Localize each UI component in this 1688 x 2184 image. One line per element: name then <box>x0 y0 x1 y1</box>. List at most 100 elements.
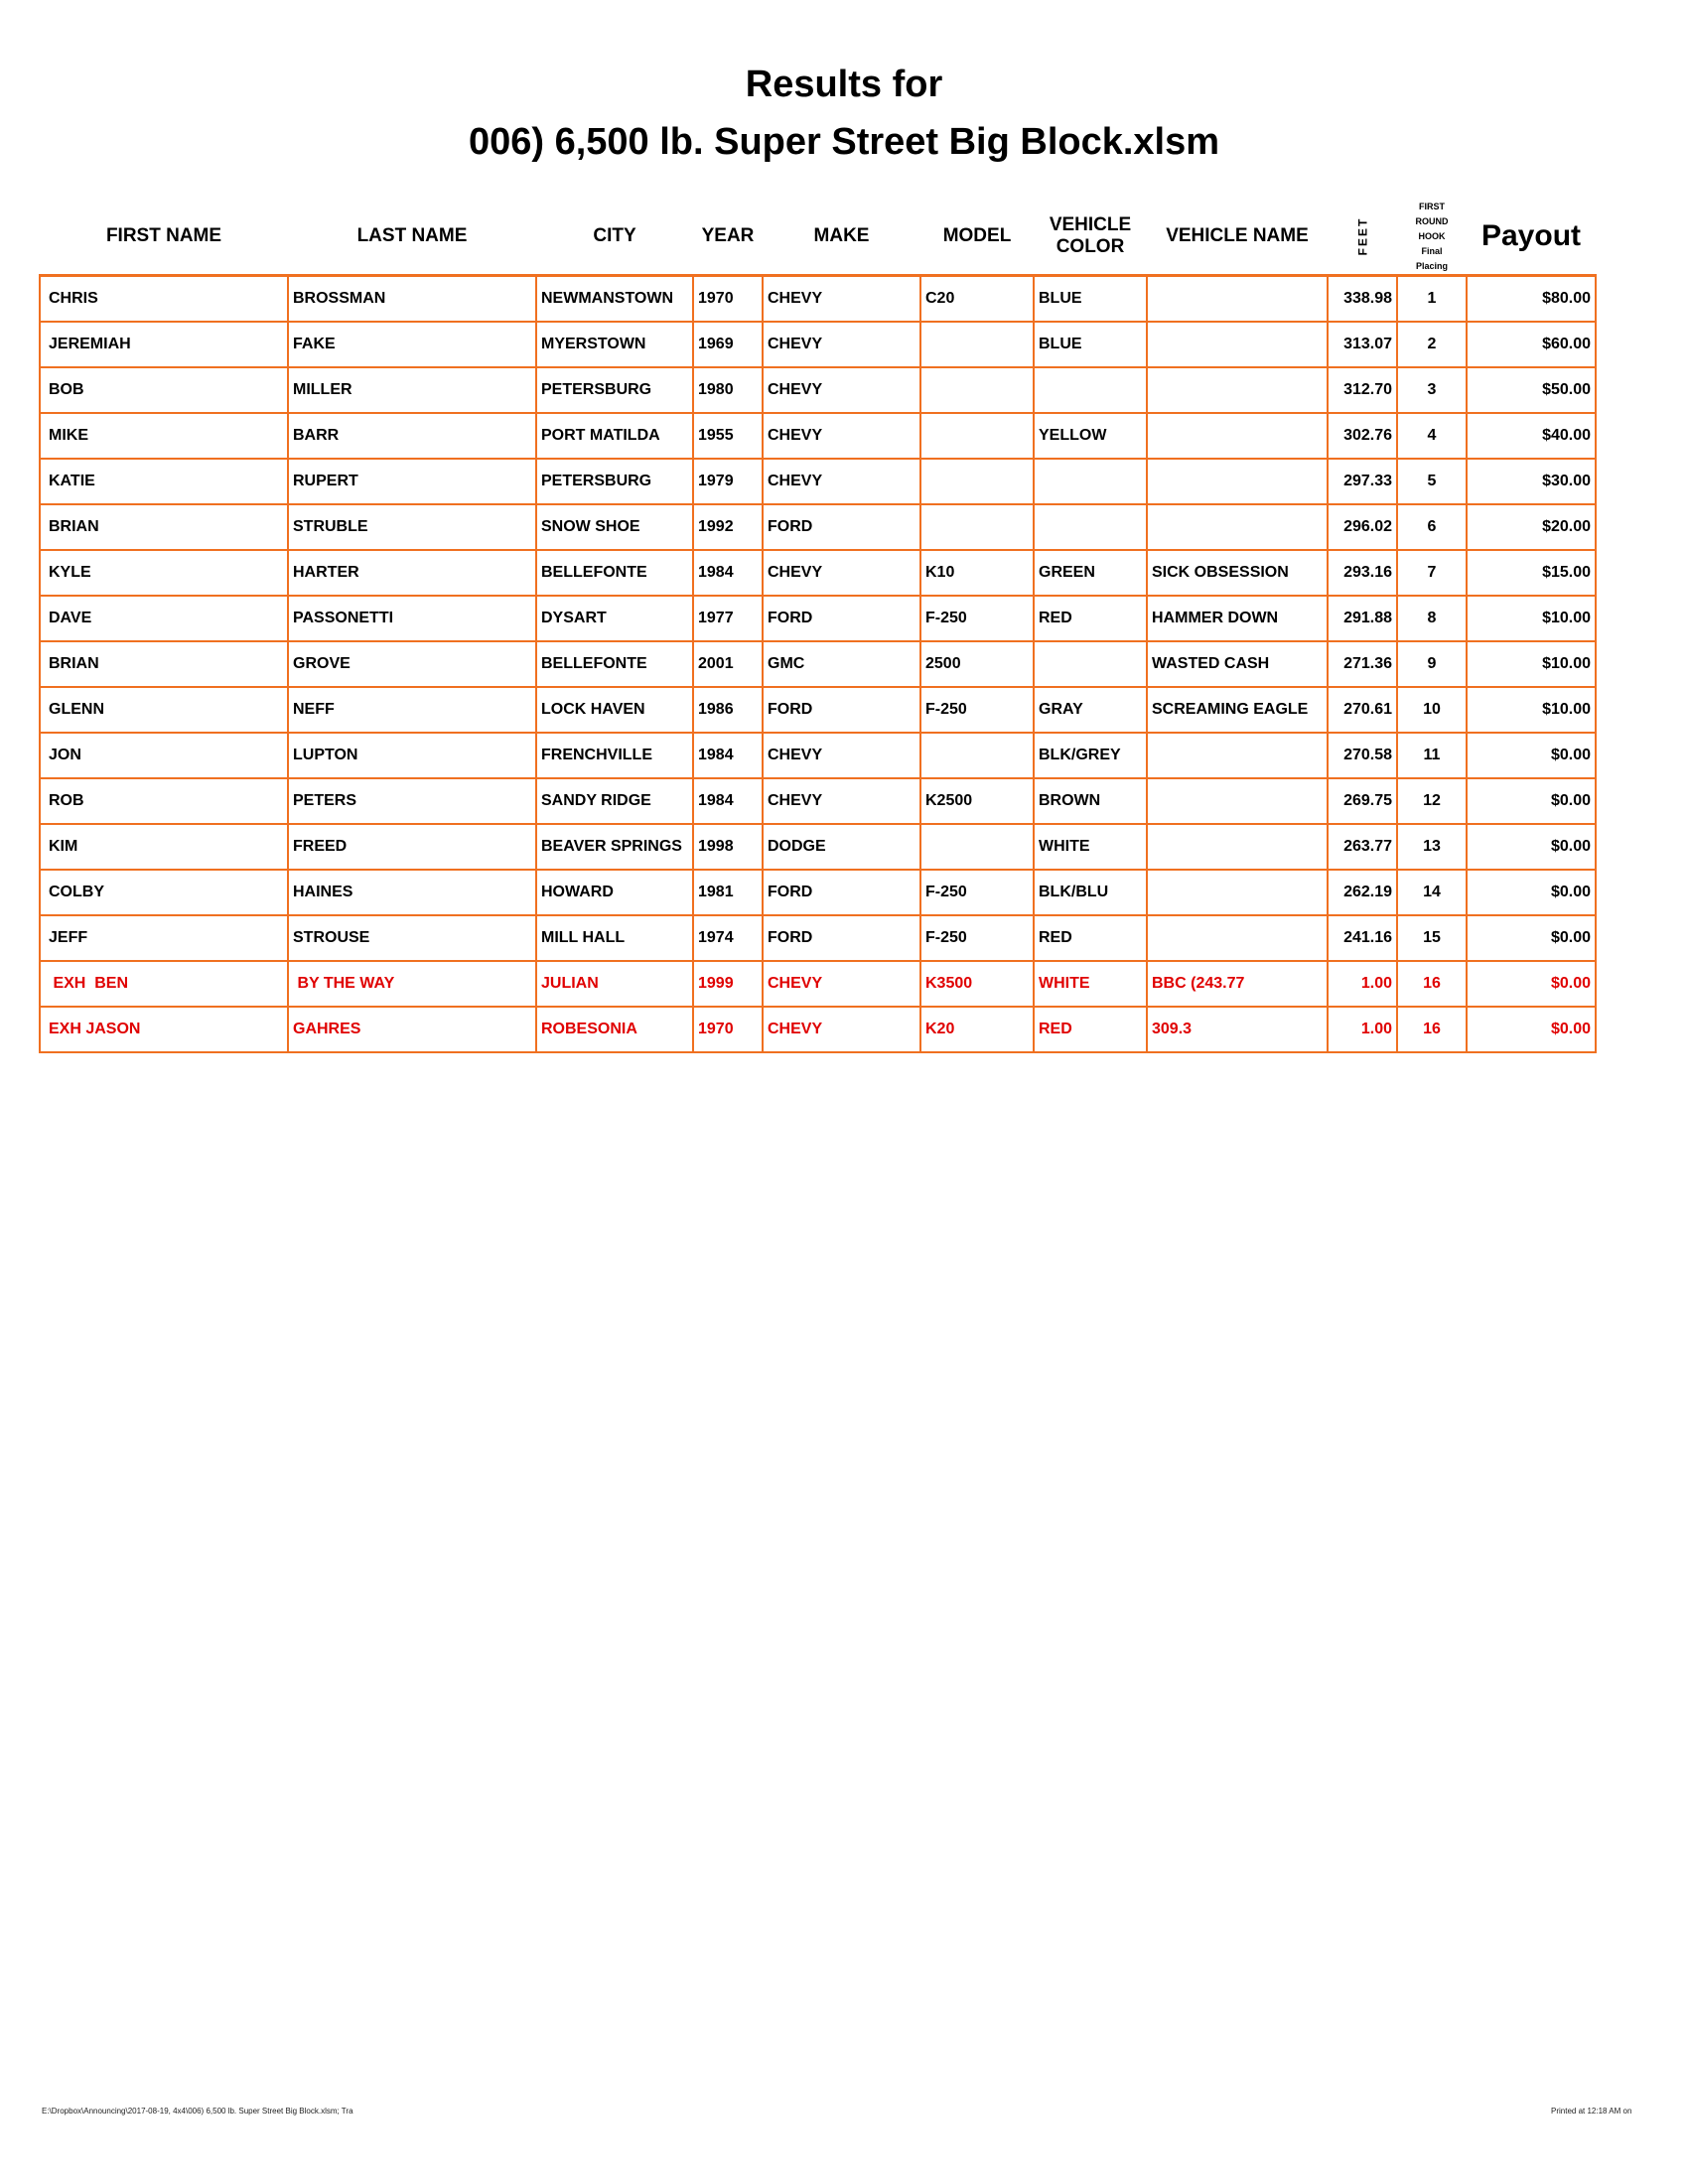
cell-vehicle-name <box>1146 321 1329 368</box>
header-payout: Payout <box>1467 199 1596 277</box>
table-row: BOB MILLER PETERSBURG 1980 CHEVY 312.70 3 $50.0… <box>39 366 1597 414</box>
table-row: JEREMIAH FAKE MYERSTOWN 1969 CHEVY BLUE 313.07… <box>39 321 1597 368</box>
cell-model: F-250 <box>919 686 1035 734</box>
header-first-name: FIRST NAME <box>40 199 288 277</box>
cell-vehicle-name <box>1146 366 1329 414</box>
cell-first-name: JON <box>39 732 289 779</box>
cell-make: CHEVY <box>762 412 921 460</box>
cell-vehicle-name: SICK OBSESSION <box>1146 549 1329 597</box>
cell-first-name: EXH BEN <box>39 960 289 1008</box>
header-row: FIRST NAME LAST NAME CITY YEAR MAKE MODE… <box>40 199 1596 277</box>
header-placing: FIRST ROUND HOOK Final Placing <box>1397 199 1467 277</box>
header-city: CITY <box>536 199 693 277</box>
cell-year: 1955 <box>692 412 764 460</box>
cell-model: K3500 <box>919 960 1035 1008</box>
cell-last-name: PASSONETTI <box>287 595 537 642</box>
cell-make: CHEVY <box>762 366 921 414</box>
cell-vehicle-color <box>1033 458 1148 505</box>
cell-year: 1977 <box>692 595 764 642</box>
header-feet-label: FEET <box>1354 216 1369 256</box>
cell-first-name: ROB <box>39 777 289 825</box>
cell-feet: 270.61 <box>1327 686 1398 734</box>
cell-last-name: GAHRES <box>287 1006 537 1053</box>
cell-feet: 263.77 <box>1327 823 1398 871</box>
cell-payout: $40.00 <box>1466 412 1597 460</box>
cell-year: 1984 <box>692 777 764 825</box>
cell-first-name: BRIAN <box>39 640 289 688</box>
cell-feet: 271.36 <box>1327 640 1398 688</box>
cell-year: 1980 <box>692 366 764 414</box>
cell-city: JULIAN <box>535 960 694 1008</box>
cell-placing: 7 <box>1396 549 1468 597</box>
cell-payout: $80.00 <box>1466 274 1597 323</box>
cell-vehicle-name: SCREAMING EAGLE <box>1146 686 1329 734</box>
cell-last-name: HAINES <box>287 869 537 916</box>
placing-line: HOOK <box>1418 230 1446 241</box>
table-row: BRIAN STRUBLE SNOW SHOE 1992 FORD 296.02 6 $20.… <box>39 503 1597 551</box>
cell-first-name: JEREMIAH <box>39 321 289 368</box>
cell-city: SNOW SHOE <box>535 503 694 551</box>
cell-placing: 16 <box>1396 1006 1468 1053</box>
cell-vehicle-name <box>1146 503 1329 551</box>
cell-year: 1992 <box>692 503 764 551</box>
cell-payout: $60.00 <box>1466 321 1597 368</box>
title-line-2: 006) 6,500 lb. Super Street Big Block.xl… <box>468 121 1220 163</box>
cell-feet: 313.07 <box>1327 321 1398 368</box>
cell-last-name: MILLER <box>287 366 537 414</box>
cell-vehicle-color: BLK/GREY <box>1033 732 1148 779</box>
cell-vehicle-name <box>1146 458 1329 505</box>
cell-payout: $20.00 <box>1466 503 1597 551</box>
footer-printed-at: Printed at 12:18 AM on <box>1551 2107 1632 2116</box>
cell-last-name: BROSSMAN <box>287 274 537 323</box>
cell-feet: 302.76 <box>1327 412 1398 460</box>
cell-placing: 11 <box>1396 732 1468 779</box>
cell-year: 1981 <box>692 869 764 916</box>
cell-feet: 1.00 <box>1327 1006 1398 1053</box>
header-vehicle-color: VEHICLE COLOR <box>1034 199 1147 277</box>
cell-first-name: BRIAN <box>39 503 289 551</box>
cell-last-name: GROVE <box>287 640 537 688</box>
cell-make: DODGE <box>762 823 921 871</box>
cell-vehicle-name <box>1146 274 1329 323</box>
cell-payout: $30.00 <box>1466 458 1597 505</box>
cell-last-name: STROUSE <box>287 914 537 962</box>
cell-make: CHEVY <box>762 960 921 1008</box>
cell-city: ROBESONIA <box>535 1006 694 1053</box>
cell-vehicle-color: GRAY <box>1033 686 1148 734</box>
cell-payout: $10.00 <box>1466 640 1597 688</box>
cell-vehicle-color: RED <box>1033 595 1148 642</box>
cell-placing: 15 <box>1396 914 1468 962</box>
cell-make: FORD <box>762 869 921 916</box>
cell-make: CHEVY <box>762 1006 921 1053</box>
cell-model <box>919 366 1035 414</box>
cell-feet: 262.19 <box>1327 869 1398 916</box>
cell-last-name: PETERS <box>287 777 537 825</box>
cell-feet: 297.33 <box>1327 458 1398 505</box>
cell-year: 1999 <box>692 960 764 1008</box>
cell-feet: 269.75 <box>1327 777 1398 825</box>
cell-city: MYERSTOWN <box>535 321 694 368</box>
cell-model <box>919 823 1035 871</box>
cell-vehicle-color: YELLOW <box>1033 412 1148 460</box>
cell-make: CHEVY <box>762 777 921 825</box>
cell-city: HOWARD <box>535 869 694 916</box>
cell-city: NEWMANSTOWN <box>535 274 694 323</box>
cell-vehicle-color <box>1033 366 1148 414</box>
cell-make: FORD <box>762 914 921 962</box>
cell-first-name: BOB <box>39 366 289 414</box>
cell-vehicle-color: BLUE <box>1033 321 1148 368</box>
cell-city: FRENCHVILLE <box>535 732 694 779</box>
cell-last-name: NEFF <box>287 686 537 734</box>
cell-payout: $0.00 <box>1466 960 1597 1008</box>
table-row: KIM FREED BEAVER SPRINGS 1998 DODGE WHITE 263.… <box>39 823 1597 871</box>
cell-vehicle-color: WHITE <box>1033 960 1148 1008</box>
cell-feet: 293.16 <box>1327 549 1398 597</box>
header-last-name: LAST NAME <box>288 199 536 277</box>
cell-feet: 241.16 <box>1327 914 1398 962</box>
cell-last-name: LUPTON <box>287 732 537 779</box>
cell-vehicle-color: BLUE <box>1033 274 1148 323</box>
cell-make: FORD <box>762 503 921 551</box>
header-model: MODEL <box>920 199 1034 277</box>
table-row: EXH JASON GAHRES ROBESONIA 1970 CHEVY K20 RED 3… <box>39 1006 1597 1053</box>
